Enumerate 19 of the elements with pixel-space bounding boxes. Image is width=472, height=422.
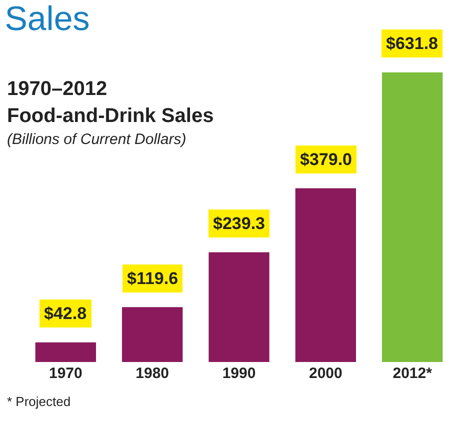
data-label: $631.8 <box>386 34 438 53</box>
data-label: $239.3 <box>213 214 265 233</box>
x-tick-label: 1990 <box>222 365 256 382</box>
chart-title: Sales <box>4 0 90 38</box>
x-tick-label: 1980 <box>136 365 170 382</box>
data-label: $379.0 <box>300 150 352 169</box>
y-axis-title: (Billions of Current Dollars) <box>7 131 186 148</box>
x-tick-label: 1970 <box>48 365 82 382</box>
data-label: $42.8 <box>44 304 87 323</box>
bar <box>382 72 443 362</box>
data-label: $119.6 <box>127 269 178 288</box>
bar <box>295 188 356 362</box>
text: 1970–2012 Food-and-Drink Sales <box>7 78 214 127</box>
bar <box>35 342 96 362</box>
text: * Projected <box>7 394 71 409</box>
bar <box>122 307 183 362</box>
bar <box>208 252 270 362</box>
x-tick-label: 2012* <box>392 365 432 382</box>
x-tick-label: 2000 <box>308 365 342 382</box>
